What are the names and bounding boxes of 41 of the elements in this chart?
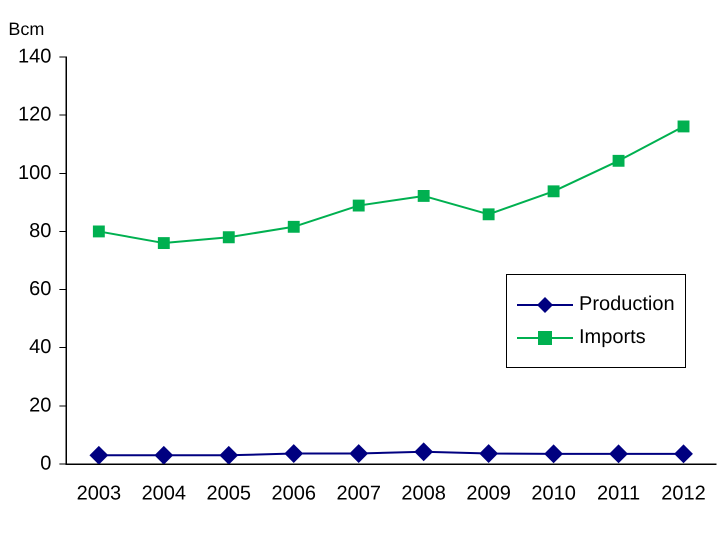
point [154,446,173,464]
point [284,444,303,463]
point [480,444,498,463]
point [222,231,235,244]
point [674,444,693,463]
point [158,237,170,250]
point [288,220,300,233]
y-tick-label: 120 [18,104,52,126]
point [90,446,108,464]
point [220,446,238,464]
y-tick-label: 0 [40,452,52,475]
y-tick-label: 80 [29,220,52,242]
x-tick-label: 2006 [271,482,316,505]
x-tick-label: 2010 [531,482,576,505]
y-axis-title: Bcm [8,18,44,39]
point [350,444,368,463]
x-tick-label: 2003 [76,482,122,505]
y-tick-label: 100 [18,162,52,184]
point [414,442,433,461]
x-tick-label: 2008 [401,482,446,505]
point [548,185,560,198]
point [418,190,430,202]
legend-label: Production [579,293,675,316]
x-tick-label: 2009 [466,482,511,505]
x-tick-label: 2007 [336,482,381,505]
point [678,120,690,132]
point [92,225,105,238]
y-tick-label: 140 [18,46,52,68]
y-tick-label: 60 [29,278,52,300]
y-tick-label: 20 [29,394,52,416]
legend-label: Imports [579,326,646,349]
y-tick-label: 40 [29,336,52,358]
x-tick-label: 2004 [142,482,186,505]
x-tick-label: 2005 [206,482,252,505]
x-tick-label: 2011 [597,482,640,505]
point [612,154,625,167]
point [482,208,495,220]
point [544,444,563,463]
x-tick-label: 2012 [661,482,706,505]
point [352,200,365,212]
point [610,444,628,463]
